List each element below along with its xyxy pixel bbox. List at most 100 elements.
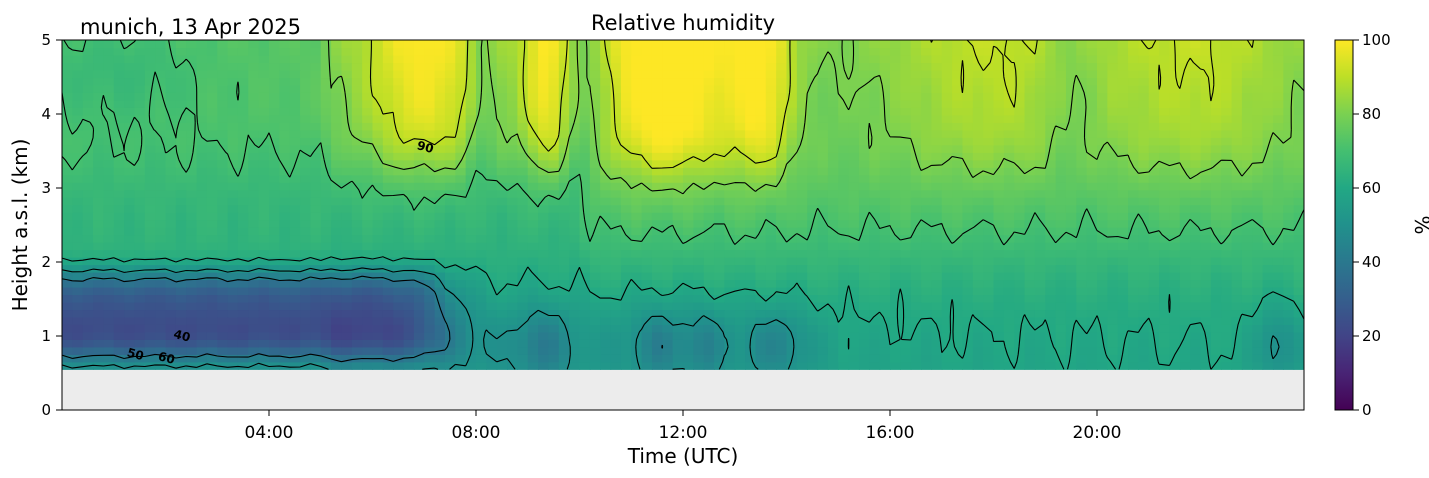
heat-cell [62, 69, 73, 79]
heat-cell [662, 152, 674, 161]
heat-cell [175, 346, 187, 355]
heat-cell [413, 354, 425, 363]
heat-cell [351, 137, 363, 146]
heat-cell [62, 301, 73, 311]
heat-cell [227, 354, 239, 363]
heat-cell [693, 77, 705, 86]
heat-cell [300, 212, 311, 221]
heat-cell [424, 152, 436, 161]
heat-cell [1097, 212, 1108, 221]
heat-cell [1159, 294, 1171, 303]
heat-cell [879, 182, 891, 191]
heat-cell [714, 129, 725, 138]
heat-cell [600, 189, 612, 198]
heat-cell [1003, 204, 1015, 213]
heat-cell [869, 234, 881, 243]
heat-cell [600, 249, 612, 258]
heat-cell [93, 129, 104, 138]
heat-cell [227, 227, 239, 236]
heat-cell [1283, 197, 1295, 206]
heat-cell [776, 212, 788, 221]
heat-cell [724, 144, 736, 153]
heat-cell [600, 227, 612, 236]
heat-cell [310, 257, 322, 266]
heat-cell [1210, 129, 1222, 138]
heat-cell [279, 77, 291, 86]
heat-cell [165, 84, 177, 93]
heat-cell [589, 92, 601, 101]
heat-cell [331, 107, 343, 116]
heat-cell [745, 84, 757, 93]
heat-cell [734, 62, 746, 71]
heat-cell [620, 77, 632, 86]
heat-cell [517, 107, 529, 116]
heat-cell [331, 279, 343, 288]
heat-cell [900, 167, 912, 176]
heat-cell [827, 144, 839, 153]
heat-cell [1169, 212, 1181, 221]
heat-cell [1097, 227, 1108, 236]
heat-cell [1200, 137, 1212, 146]
heat-cell [72, 264, 84, 273]
heat-cell [413, 99, 425, 108]
heat-cell [1014, 227, 1026, 236]
heat-cell [134, 137, 146, 146]
heat-cell [331, 309, 343, 318]
heat-cell [1086, 197, 1098, 206]
heat-cell [569, 212, 581, 221]
heat-cell [1283, 346, 1295, 355]
heat-cell [538, 182, 550, 191]
heat-cell [755, 234, 767, 243]
heat-cell [807, 204, 819, 213]
heat-cell [900, 249, 912, 258]
heat-cell [672, 174, 684, 183]
heat-cell [765, 361, 777, 370]
heat-cell [651, 182, 663, 191]
heat-cell [610, 152, 622, 161]
heat-cell [93, 234, 104, 243]
heat-cell [765, 152, 777, 161]
heat-cell [248, 331, 260, 340]
heat-cell [476, 286, 487, 296]
heat-cell [579, 249, 591, 258]
heat-cell [351, 189, 363, 198]
heat-cell [72, 174, 84, 183]
heat-cell [931, 122, 943, 131]
heat-cell [1034, 316, 1046, 325]
heat-cell [714, 234, 725, 243]
heat-cell [910, 189, 922, 198]
heat-cell [1293, 107, 1304, 116]
heat-cell [1262, 294, 1274, 303]
heat-cell [486, 227, 498, 236]
heat-cell [1065, 197, 1077, 206]
heat-cell [724, 129, 736, 138]
heat-cell [403, 286, 415, 296]
heat-cell [72, 189, 84, 198]
heat-cell [1138, 182, 1150, 191]
heat-cell [1179, 77, 1191, 86]
heat-cell [1221, 137, 1233, 146]
heat-cell [869, 286, 881, 296]
heat-cell [413, 279, 425, 288]
heat-cell [341, 174, 353, 183]
heat-cell [941, 62, 953, 71]
heat-cell [807, 54, 819, 64]
heat-cell [745, 137, 757, 146]
heat-cell [579, 264, 591, 273]
heat-cell [444, 107, 456, 116]
heat-cell [538, 354, 550, 363]
heat-cell [1190, 361, 1202, 370]
heat-cell [1138, 159, 1150, 168]
heat-cell [1179, 152, 1191, 161]
heat-cell [952, 316, 964, 325]
heat-cell [1065, 69, 1077, 79]
heat-cell [641, 204, 653, 213]
heat-cell [631, 92, 643, 101]
heat-cell [631, 137, 643, 146]
heat-cell [693, 286, 705, 296]
heat-cell [455, 159, 467, 168]
heat-cell [362, 324, 374, 333]
heat-cell [796, 219, 808, 228]
heat-cell [1190, 354, 1202, 363]
heat-cell [393, 77, 405, 86]
